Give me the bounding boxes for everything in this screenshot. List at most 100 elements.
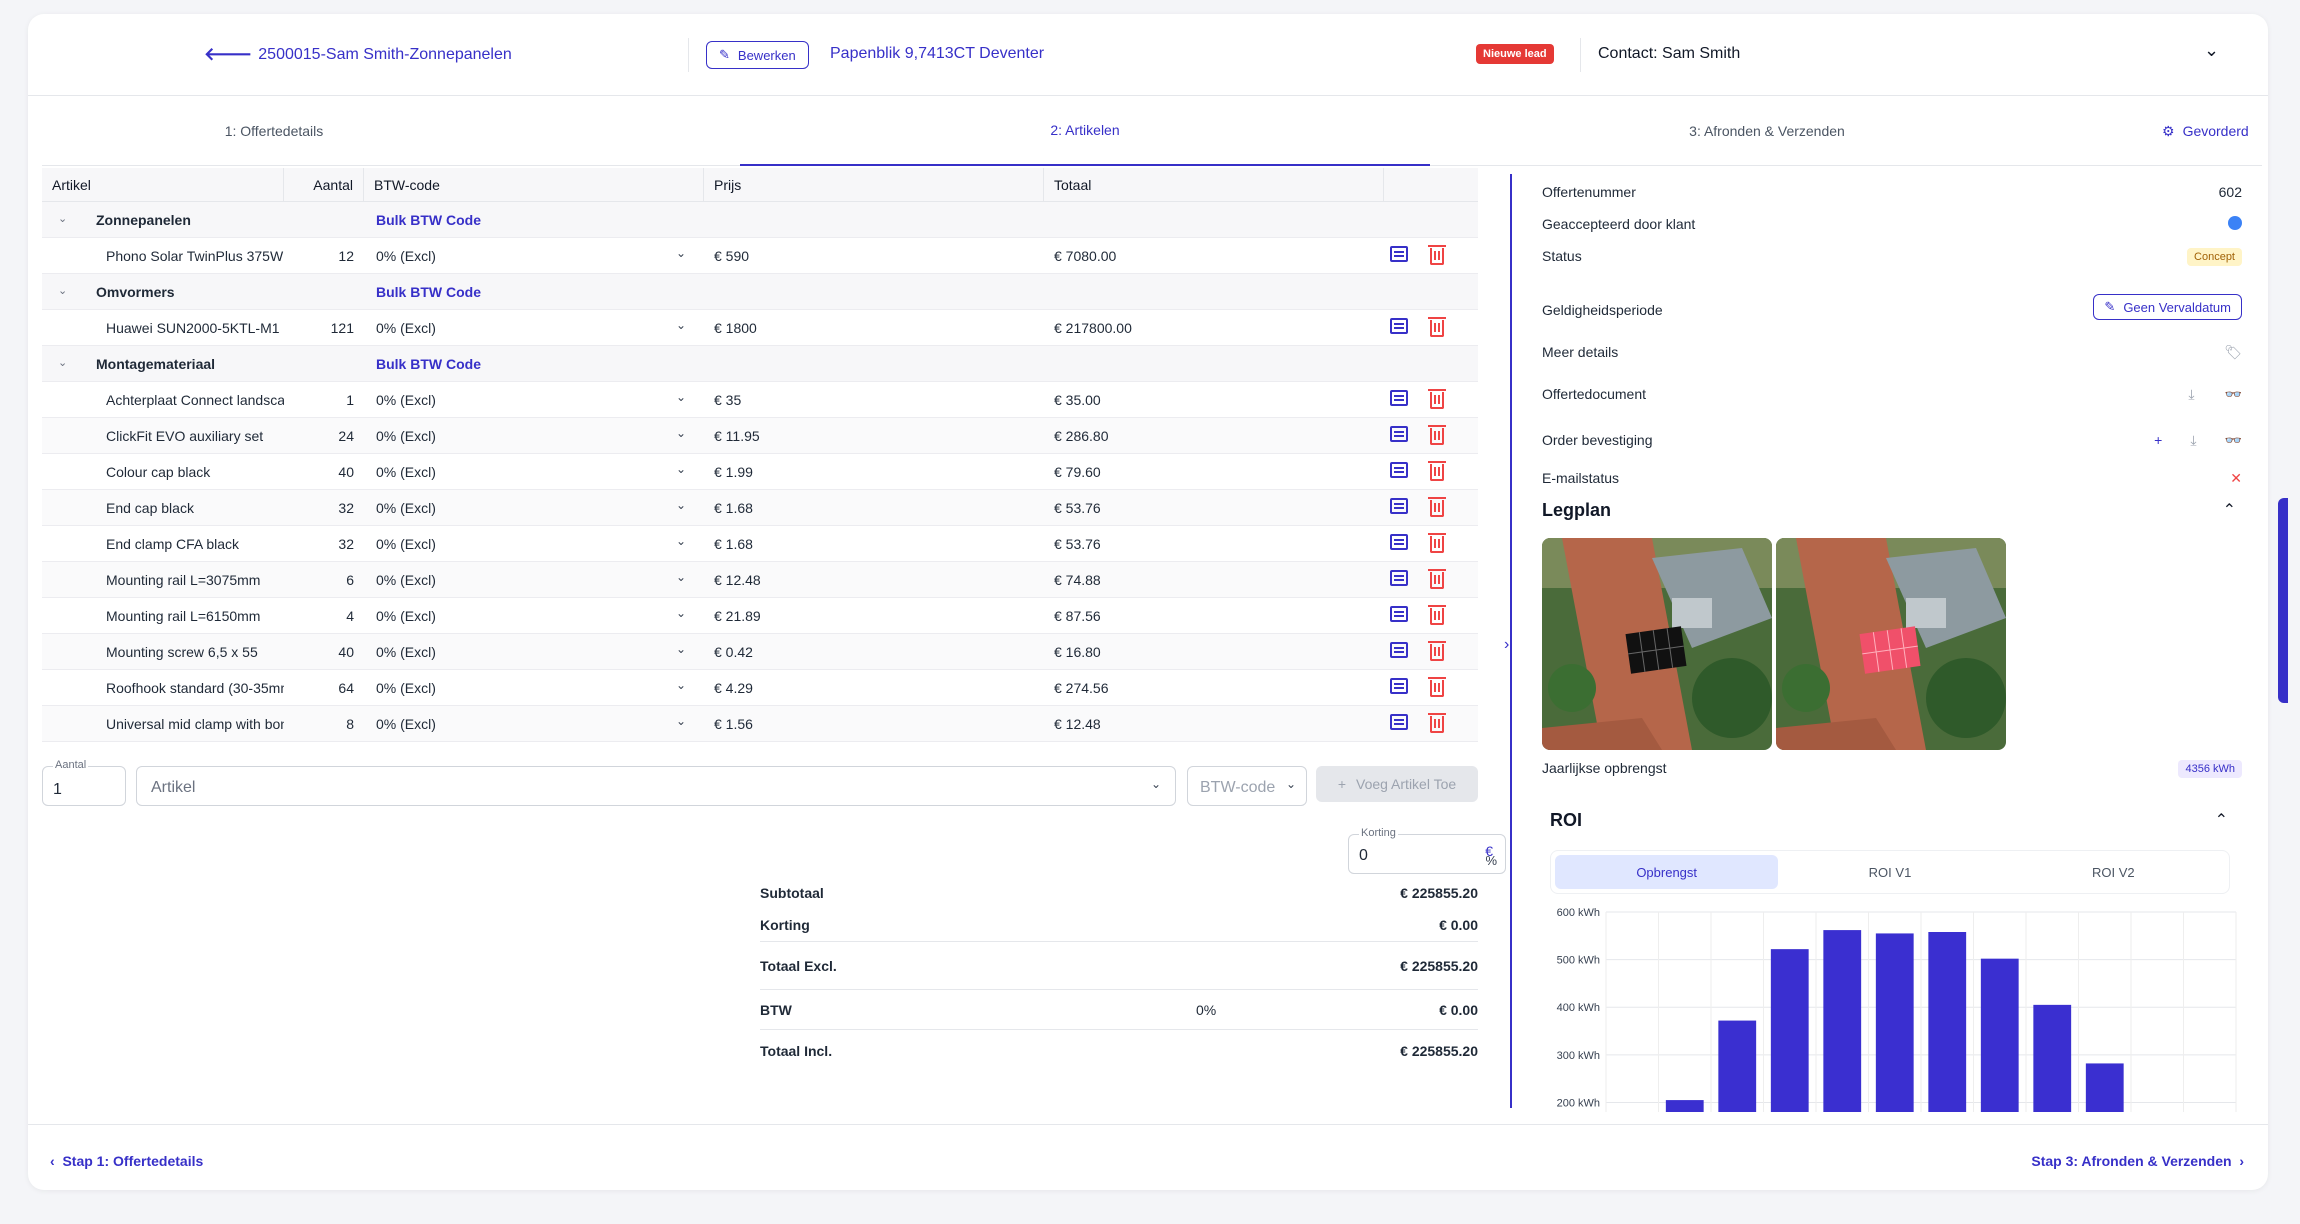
aantal-cell[interactable]: 121 (330, 319, 354, 336)
note-icon[interactable] (1390, 498, 1408, 514)
edit-button[interactable]: ✎ Bewerken (706, 41, 809, 69)
aantal-cell[interactable]: 1 (346, 391, 354, 408)
note-icon[interactable] (1390, 606, 1408, 622)
prijs-cell[interactable]: € 12.48 (714, 571, 761, 588)
note-icon[interactable] (1390, 570, 1408, 586)
note-icon[interactable] (1390, 714, 1408, 730)
aantal-cell[interactable]: 32 (338, 535, 354, 552)
trash-icon[interactable] (1428, 461, 1446, 481)
add-article-button[interactable]: + Voeg Artikel Toe (1316, 766, 1478, 802)
legplan-image-panels[interactable] (1542, 538, 1772, 750)
bulk-btw-link[interactable]: Bulk BTW Code (376, 283, 481, 300)
aantal-cell[interactable]: 40 (338, 643, 354, 660)
scroll-indicator[interactable] (2278, 498, 2288, 703)
chevron-up-icon[interactable]: ⌃ (2214, 812, 2228, 829)
tab-offertedetails[interactable]: 1: Offertedetails (224, 123, 324, 139)
back-link[interactable]: 🡐 2500015-Sam Smith-Zonnepanelen (204, 44, 512, 65)
prijs-cell[interactable]: € 1.99 (714, 463, 753, 480)
chevron-down-icon[interactable]: ⌄ (58, 285, 68, 297)
bulk-btw-link[interactable]: Bulk BTW Code (376, 211, 481, 228)
btw-select[interactable]: 0% (Excl) ⌄ (364, 318, 704, 336)
prijs-cell[interactable]: € 35 (714, 391, 742, 408)
trash-icon[interactable] (1428, 605, 1446, 625)
preview-icon[interactable]: 👓 (2224, 432, 2242, 448)
trash-icon[interactable] (1428, 677, 1446, 697)
btw-select[interactable]: 0% (Excl) ⌄ (364, 642, 704, 660)
tag-icon[interactable]: 🏷 (2224, 344, 2242, 360)
prijs-cell[interactable]: € 11.95 (714, 427, 760, 444)
korting-input[interactable]: Korting 0 € % (1348, 827, 1506, 874)
btw-select[interactable]: 0% (Excl) ⌄ (364, 462, 704, 480)
btw-select[interactable]: 0% (Excl) ⌄ (364, 426, 704, 444)
btw-select[interactable]: 0% (Excl) ⌄ (364, 606, 704, 624)
percent-toggle[interactable]: % (1485, 853, 1497, 868)
tab-roi-v1[interactable]: ROI V1 (1868, 864, 1912, 880)
note-icon[interactable] (1390, 534, 1408, 550)
prijs-cell[interactable]: € 21.89 (714, 607, 761, 624)
accepted-indicator-icon[interactable] (2228, 216, 2242, 230)
download-icon[interactable]: ⤓ (2188, 386, 2195, 402)
aantal-cell[interactable]: 32 (338, 499, 354, 516)
chevron-right-icon[interactable]: › (1504, 636, 1510, 653)
note-icon[interactable] (1390, 246, 1408, 262)
prijs-cell[interactable]: € 1.56 (714, 715, 753, 732)
chevron-down-icon[interactable]: ⌄ (2204, 40, 2220, 60)
trash-icon[interactable] (1428, 317, 1446, 337)
prijs-cell[interactable]: € 4.29 (714, 679, 753, 696)
btw-select[interactable]: 0% (Excl) ⌄ (364, 498, 704, 516)
trash-icon[interactable] (1428, 641, 1446, 661)
btw-select[interactable]: 0% (Excl) ⌄ (364, 390, 704, 408)
next-step-link[interactable]: Stap 3: Afronden & Verzenden › (2031, 1153, 2244, 1169)
btw-code-select[interactable]: BTW-code ⌄ (1187, 766, 1307, 806)
trash-icon[interactable] (1428, 569, 1446, 589)
note-icon[interactable] (1390, 318, 1408, 334)
aantal-cell[interactable]: 12 (338, 247, 354, 264)
tab-opbrengst[interactable]: Opbrengst (1555, 855, 1779, 889)
euro-toggle[interactable]: € (1485, 843, 1493, 859)
plus-icon[interactable]: + (2154, 432, 2163, 448)
advanced-settings-button[interactable]: ⚙ Gevorderd (2162, 96, 2249, 166)
prijs-cell[interactable]: € 1800 (714, 319, 757, 336)
aantal-cell[interactable]: 6 (346, 571, 354, 588)
btw-select[interactable]: 0% (Excl) ⌄ (364, 570, 704, 588)
artikel-select[interactable]: Artikel ⌄ (136, 766, 1176, 806)
aantal-cell[interactable]: 4 (346, 607, 354, 624)
btw-select[interactable]: 0% (Excl) ⌄ (364, 714, 704, 732)
aantal-cell[interactable]: 64 (338, 679, 354, 696)
trash-icon[interactable] (1428, 245, 1446, 265)
legplan-image-layout[interactable] (1776, 538, 2006, 750)
note-icon[interactable] (1390, 426, 1408, 442)
aantal-cell[interactable]: 40 (338, 463, 354, 480)
prijs-cell[interactable]: € 1.68 (714, 535, 753, 552)
note-icon[interactable] (1390, 390, 1408, 406)
group-row[interactable]: ⌄ Zonnepanelen Bulk BTW Code (42, 202, 1478, 238)
chevron-down-icon[interactable]: ⌄ (58, 357, 68, 369)
chevron-up-icon[interactable]: ⌃ (2222, 502, 2236, 519)
aantal-cell[interactable]: 8 (346, 715, 354, 732)
trash-icon[interactable] (1428, 497, 1446, 517)
prijs-cell[interactable]: € 590 (714, 247, 750, 264)
aantal-input[interactable]: Aantal 1 (42, 759, 126, 806)
btw-select[interactable]: 0% (Excl) ⌄ (364, 534, 704, 552)
prijs-cell[interactable]: € 1.68 (714, 499, 753, 516)
expiry-date-button[interactable]: ✎ Geen Vervaldatum (2093, 294, 2242, 320)
btw-select[interactable]: 0% (Excl) ⌄ (364, 246, 704, 264)
tab-artikelen[interactable]: 2: Artikelen (740, 96, 1430, 166)
trash-icon[interactable] (1428, 389, 1446, 409)
prijs-cell[interactable]: € 0.42 (714, 643, 753, 660)
aantal-cell[interactable]: 24 (338, 427, 354, 444)
chevron-down-icon[interactable]: ⌄ (58, 213, 68, 225)
note-icon[interactable] (1390, 462, 1408, 478)
note-icon[interactable] (1390, 642, 1408, 658)
preview-icon[interactable]: 👓 (2224, 386, 2242, 402)
trash-icon[interactable] (1428, 533, 1446, 553)
bulk-btw-link[interactable]: Bulk BTW Code (376, 355, 481, 372)
trash-icon[interactable] (1428, 425, 1446, 445)
btw-select[interactable]: 0% (Excl) ⌄ (364, 678, 704, 696)
note-icon[interactable] (1390, 678, 1408, 694)
download-icon[interactable]: ⤓ (2190, 432, 2197, 448)
group-row[interactable]: ⌄ Omvormers Bulk BTW Code (42, 274, 1478, 310)
prev-step-link[interactable]: ‹ Stap 1: Offertedetails (50, 1153, 203, 1169)
tab-roi-v2[interactable]: ROI V2 (2092, 864, 2135, 880)
group-row[interactable]: ⌄ Montagemateriaal Bulk BTW Code (42, 346, 1478, 382)
